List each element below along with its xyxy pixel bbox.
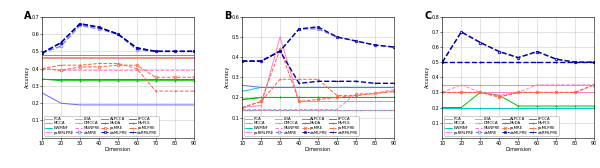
Legend: PCA, MCCA, EWMNF, pcRMLPRE, LDA, DMCCA, MUNPRE, daMRE, ALPCCA, MvDA, pcMRE, daML: PCA, MCCA, EWMNF, pcRMLPRE, LDA, DMCCA, … — [44, 116, 159, 136]
X-axis label: Dimension: Dimension — [505, 147, 531, 152]
Legend: PCA, MCCA, EWMNF, pcRMLPRE, LDA, DMCCA, MUNPRE, daMRE, ALPCCA, MvDA, pcMRE, daML: PCA, MCCA, EWMNF, pcRMLPRE, LDA, DMCCA, … — [244, 116, 359, 136]
Y-axis label: Accuracy: Accuracy — [225, 66, 230, 88]
Legend: PCA, MCCA, EWMNF, pcRMLPRE, LDA, DMCCA, MUNPRE, daMRE, ALPCCA, MvDA, pcMRE, daML: PCA, MCCA, EWMNF, pcRMLPRE, LDA, DMCCA, … — [444, 116, 559, 136]
Text: B: B — [224, 11, 232, 21]
Y-axis label: Accuracy: Accuracy — [425, 66, 430, 88]
Text: A: A — [24, 11, 31, 21]
X-axis label: Dimension: Dimension — [305, 147, 331, 152]
Y-axis label: Accuracy: Accuracy — [25, 66, 30, 88]
X-axis label: Dimension: Dimension — [105, 147, 131, 152]
Text: C: C — [424, 11, 431, 21]
